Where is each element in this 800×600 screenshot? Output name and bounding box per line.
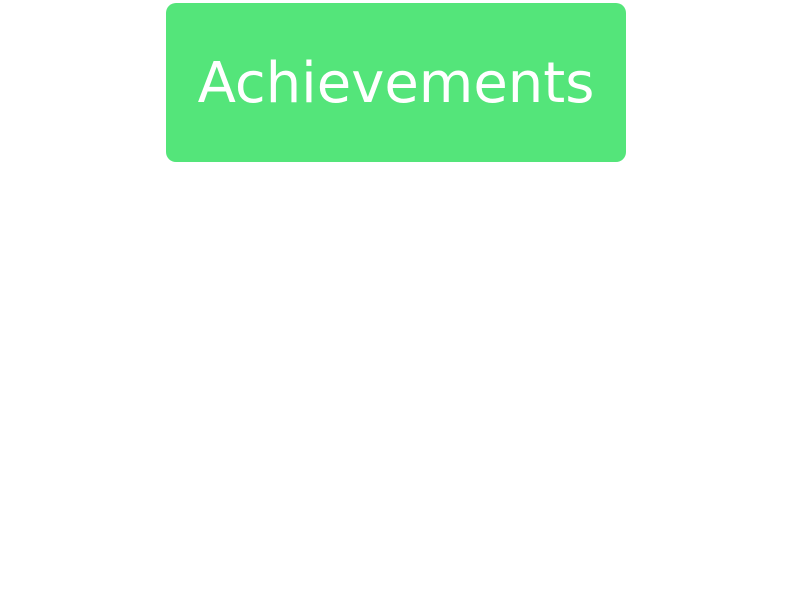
achievements-button-label: Achievements <box>197 50 595 116</box>
achievements-button[interactable]: Achievements <box>166 3 626 162</box>
